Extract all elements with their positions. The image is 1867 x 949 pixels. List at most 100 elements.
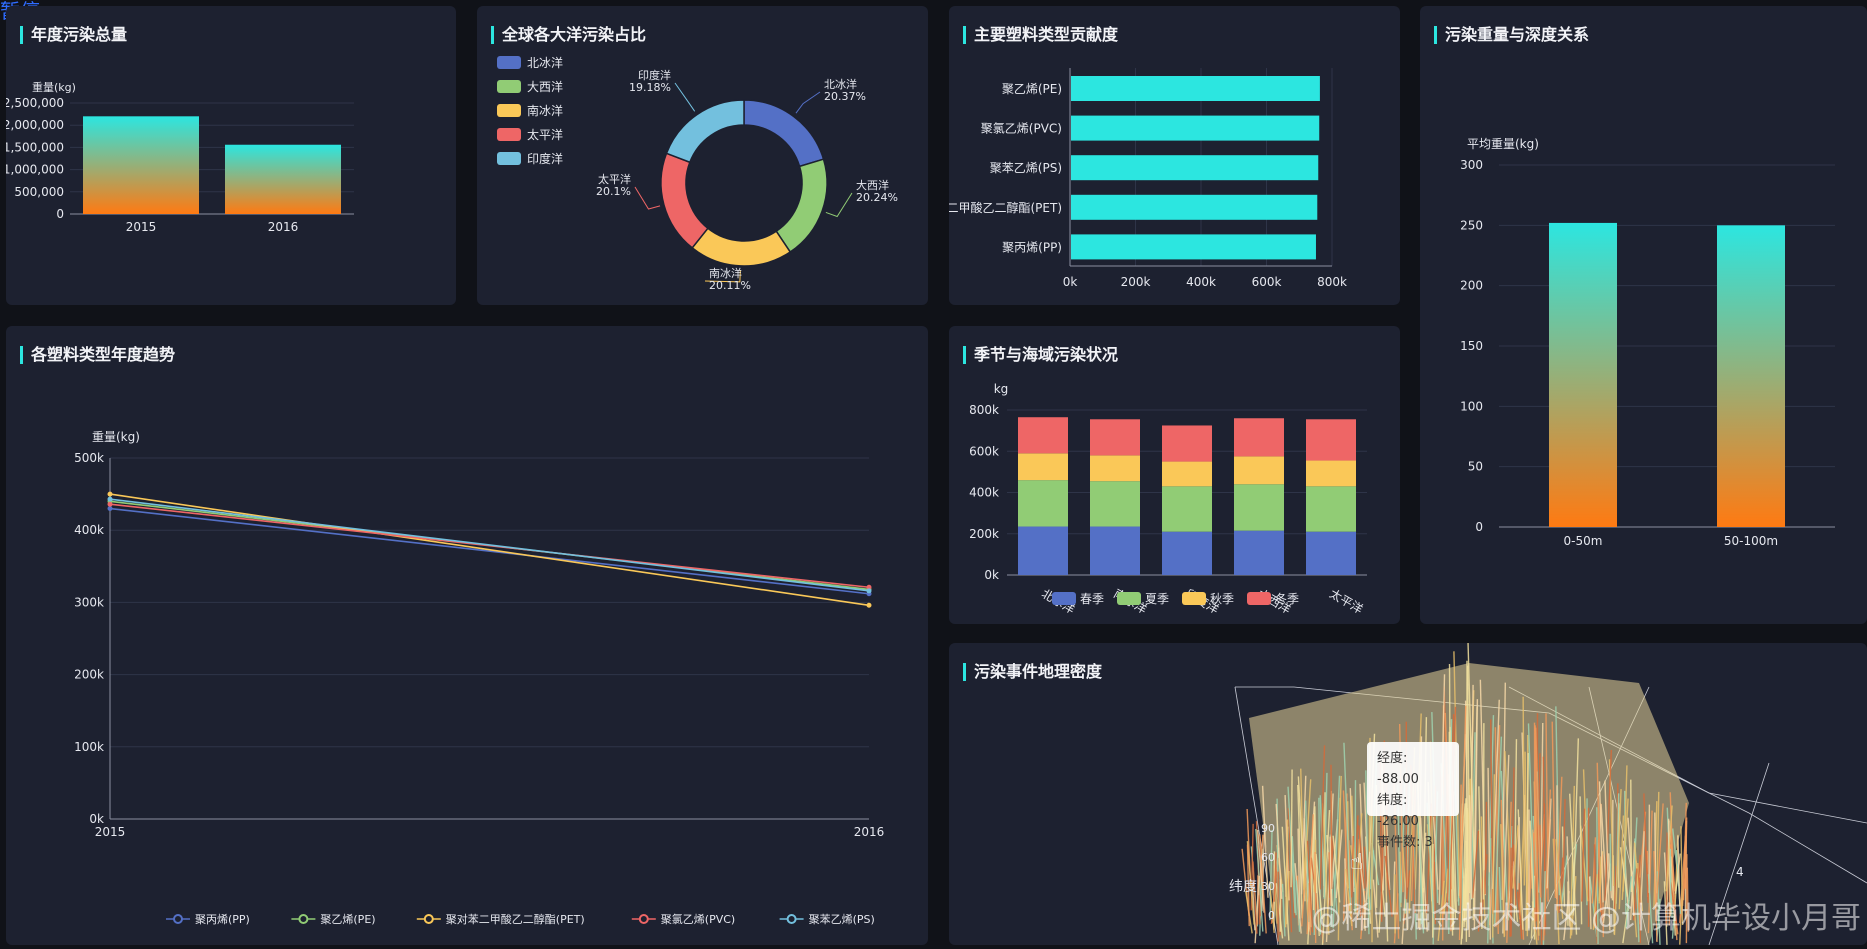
y-axis-label: 重量(kg) [92, 430, 140, 444]
legend-label: 聚乙烯(PE) [320, 913, 375, 926]
legend-label: 秋季 [1210, 592, 1234, 606]
legend-label: 冬季 [1275, 591, 1299, 606]
bar [1549, 223, 1617, 527]
legend-marker [299, 915, 307, 923]
y-tick-label: 聚乙烯(PE) [1002, 82, 1062, 96]
y-tick-label: 0k [984, 568, 999, 582]
x-tick-label: 800k [1317, 275, 1347, 289]
hand-cursor-icon: ☝ [1350, 850, 1363, 875]
pie-slice [692, 228, 790, 266]
legend-swatch [497, 104, 521, 117]
data-point [108, 506, 113, 511]
y-tick-label: 1,000,000 [6, 163, 64, 177]
stacked-bar-segment [1018, 417, 1068, 453]
data-point [108, 492, 113, 497]
y-tick-label: 0 [56, 207, 64, 221]
slice-name-label: 大西洋 [856, 178, 889, 192]
legend-label: 太平洋 [527, 127, 563, 142]
legend-swatch [497, 80, 521, 93]
panel-title: 主要塑料类型贡献度 [963, 26, 1118, 44]
x-tick-label: 4 [1736, 865, 1744, 879]
slice-name-label: 印度洋 [638, 68, 671, 82]
legend-marker [640, 915, 648, 923]
legend-marker [425, 915, 433, 923]
x-tick-label: 0-50m [1564, 534, 1603, 548]
y-tick-label: 100k [74, 740, 104, 754]
y-tick-label: 聚苯乙烯(PS) [990, 161, 1062, 175]
stacked-bar-segment [1306, 461, 1356, 487]
y-axis-label: 纬度 [1229, 879, 1257, 895]
y-tick-label: 150 [1460, 339, 1483, 353]
bar [1071, 116, 1319, 141]
y-tick-label: 200k [74, 668, 104, 682]
label-leader [635, 187, 660, 209]
legend-swatch [1052, 592, 1076, 605]
tooltip-lat: 纬度: -26.00 [1377, 790, 1449, 832]
y-tick-label: 50 [1468, 460, 1483, 474]
panel-title: 季节与海域污染状况 [963, 346, 1118, 364]
y-tick-label: 0 [1268, 909, 1275, 922]
stacked-bar-segment [1018, 453, 1068, 480]
x-tick-label: 2016 [268, 220, 299, 234]
legend-label: 聚氯乙烯(PVC) [661, 912, 735, 926]
density-bar [1329, 852, 1330, 898]
stacked-bar-segment [1162, 425, 1212, 461]
y-tick-label: 30 [1261, 880, 1275, 893]
y-tick-label: 60 [1261, 851, 1275, 864]
density-bar [1610, 834, 1611, 891]
label-leader [796, 92, 820, 113]
wireframe-edge [1709, 793, 1867, 823]
wireframe-edge [1749, 813, 1867, 883]
x-tick-label: 50-100m [1724, 534, 1778, 548]
y-tick-label: 2,500,000 [6, 96, 64, 110]
label-leader [675, 83, 695, 111]
legend-label: 印度洋 [527, 151, 563, 166]
stacked-bar-segment [1234, 456, 1284, 484]
data-point [867, 603, 872, 608]
x-tick-label: 400k [1186, 275, 1216, 289]
pie-slice [666, 100, 744, 162]
slice-percent-label: 20.1% [596, 185, 631, 198]
y-tick-label: 200k [969, 527, 999, 541]
bar [1071, 234, 1316, 259]
y-tick-label: 2,000,000 [6, 118, 64, 132]
panel-title: 污染事件地理密度 [963, 663, 1102, 681]
stacked-bar-segment [1234, 531, 1284, 575]
tooltip-count: 事件数: 3 [1377, 832, 1449, 853]
panel-title: 污染重量与深度关系 [1434, 26, 1589, 44]
legend-marker [174, 915, 182, 923]
y-tick-label: 400k [74, 523, 104, 537]
y-tick-label: 600k [969, 444, 999, 458]
tooltip-lon: 经度: -88.00 [1377, 748, 1449, 790]
legend-label: 北冰洋 [527, 55, 563, 70]
y-tick-label: 300 [1460, 158, 1483, 172]
y-tick-label: 聚丙烯(PP) [1002, 240, 1062, 254]
legend-swatch [497, 128, 521, 141]
y-tick-label: 300k [74, 595, 104, 609]
x-tick-label: 太平洋 [1327, 586, 1366, 617]
slice-percent-label: 19.18% [629, 81, 671, 94]
slice-percent-label: 20.37% [824, 90, 866, 103]
x-tick-label: 0k [1063, 275, 1078, 289]
stacked-bar-segment [1162, 462, 1212, 487]
label-leader [826, 193, 852, 216]
y-tick-label: 500k [74, 451, 104, 465]
watermark: @稀土掘金技术社区 @计算机毕设小月哥 [1311, 893, 1861, 937]
stacked-bar-segment [1234, 418, 1284, 456]
bar [1071, 76, 1320, 101]
series-line [110, 494, 869, 605]
density-bar [1467, 808, 1468, 905]
data-point [867, 588, 872, 593]
legend-swatch [497, 152, 521, 165]
legend-label: 聚苯乙烯(PS) [809, 912, 875, 926]
stacked-bar-segment [1306, 419, 1356, 460]
season-chart: kg0k200k400k600k800k北冰洋南冰洋印度洋大西洋太平洋春季夏季秋… [949, 326, 1400, 624]
y-tick-label: 聚氯乙烯(PVC) [981, 122, 1062, 136]
